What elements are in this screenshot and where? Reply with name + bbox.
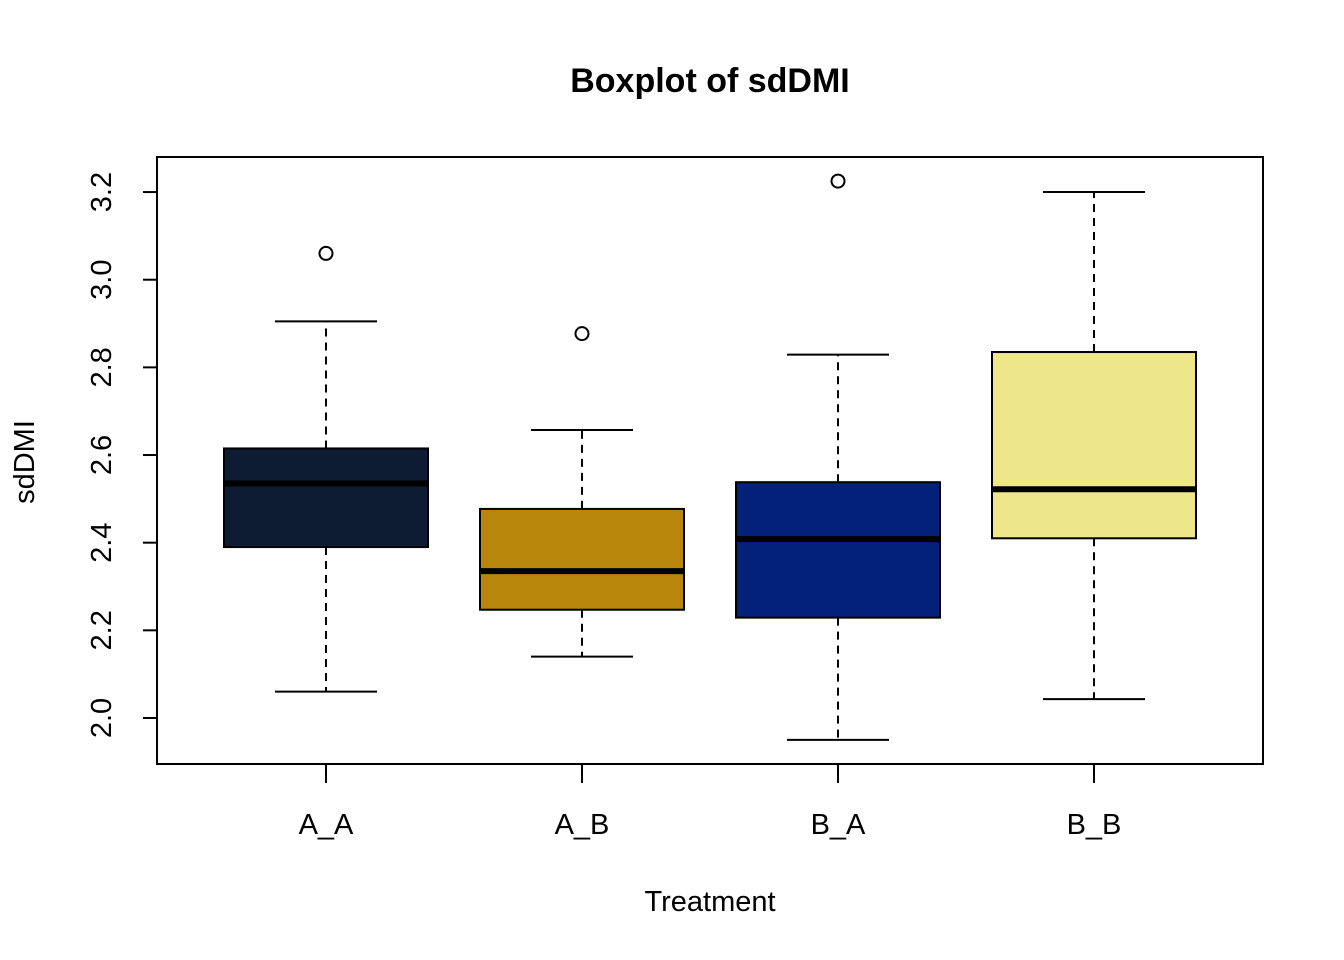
y-tick-label: 3.0 (86, 260, 118, 300)
x-tick-label: B_A (811, 809, 866, 841)
y-tick-label: 3.2 (86, 172, 118, 212)
y-tick-label: 2.2 (86, 610, 118, 650)
outlier-point (574, 326, 590, 342)
box-A_B (479, 326, 685, 658)
x-axis: A_A A_B B_A B_B (299, 763, 1122, 841)
iqr-box (735, 481, 941, 619)
y-tick-label: 2.6 (86, 435, 118, 475)
outlier-point (318, 245, 334, 261)
x-tick-label: A_B (555, 809, 610, 841)
y-axis-label: sdDMI (9, 420, 41, 504)
y-tick-label: 2.0 (86, 698, 118, 738)
box-A_A (223, 245, 429, 693)
boxes-group (223, 173, 1197, 741)
iqr-box (991, 351, 1197, 540)
iqr-box (223, 447, 429, 549)
x-tick-label: A_A (299, 809, 354, 841)
y-tick-label: 2.8 (86, 347, 118, 387)
x-tick-label: B_B (1067, 809, 1122, 841)
x-axis-label: Treatment (644, 886, 775, 918)
box-B_B (991, 191, 1197, 701)
y-tick-label: 2.4 (86, 523, 118, 563)
chart-title: Boxplot of sdDMI (570, 62, 850, 100)
box-B_A (735, 173, 941, 741)
iqr-box (479, 507, 685, 611)
outlier-point (830, 173, 846, 189)
y-axis: 2.0 2.2 2.4 2.6 2.8 3.0 3.2 (86, 172, 158, 738)
